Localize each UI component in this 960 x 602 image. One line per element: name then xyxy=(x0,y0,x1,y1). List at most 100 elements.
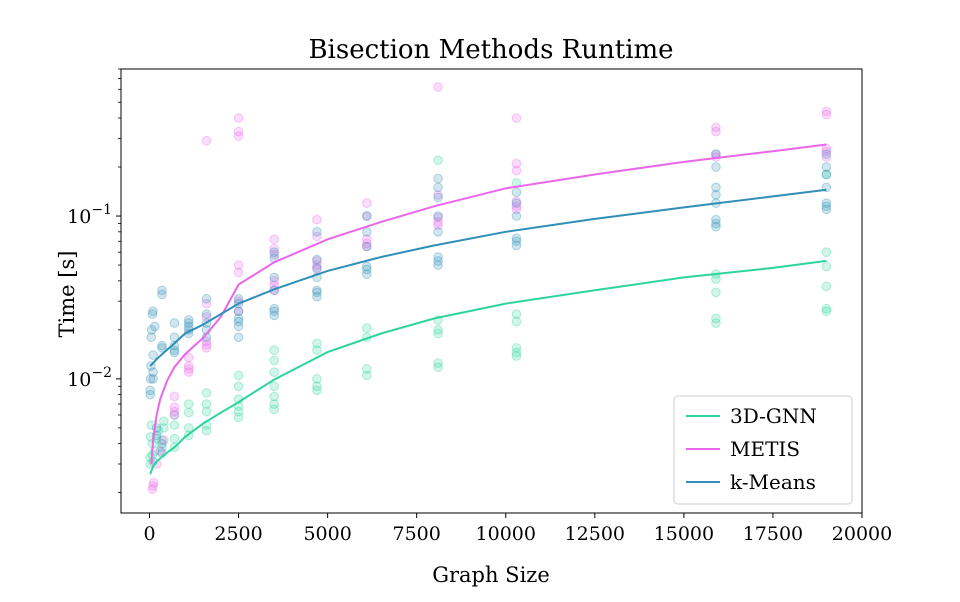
data-point-k-means xyxy=(169,345,180,355)
data-point-metis xyxy=(433,212,443,223)
data-point-metis xyxy=(362,241,372,252)
data-point-k-means xyxy=(269,247,279,257)
data-point-k-means xyxy=(269,272,279,283)
y-tick-label: 10−1 xyxy=(67,202,112,228)
data-point-3d-gnn xyxy=(821,261,832,272)
data-point-metis xyxy=(362,238,372,249)
data-point-3d-gnn xyxy=(201,425,212,436)
data-point-metis xyxy=(148,477,159,488)
series-line-3d-gnn xyxy=(149,259,827,475)
data-point-k-means xyxy=(511,236,522,247)
data-point-metis xyxy=(201,135,212,146)
data-point-k-means xyxy=(821,204,832,215)
data-point-metis xyxy=(312,214,322,225)
data-point-metis xyxy=(233,113,244,123)
data-point-k-means xyxy=(511,187,522,198)
data-point-k-means xyxy=(821,169,832,180)
data-point-k-means xyxy=(169,332,180,343)
data-point-3d-gnn xyxy=(269,391,279,402)
data-point-k-means xyxy=(362,227,372,237)
data-point-k-means xyxy=(312,254,322,265)
data-point-3d-gnn xyxy=(511,309,522,319)
data-point-k-means xyxy=(146,332,157,343)
data-point-k-means xyxy=(711,221,721,232)
data-point-k-means xyxy=(233,316,244,327)
data-point-3d-gnn xyxy=(201,406,212,417)
data-point-3d-gnn xyxy=(511,343,522,353)
data-point-metis xyxy=(821,146,832,157)
data-point-k-means xyxy=(157,285,167,296)
data-point-3d-gnn xyxy=(269,345,279,355)
series-line-k-means xyxy=(149,188,827,367)
data-point-metis xyxy=(821,109,832,120)
data-point-k-means xyxy=(201,294,212,304)
data-point-metis xyxy=(821,152,832,162)
data-point-3d-gnn xyxy=(158,423,169,433)
data-point-k-means xyxy=(269,306,279,317)
data-point-3d-gnn xyxy=(233,370,244,381)
x-tick-label: 5000 xyxy=(303,523,351,545)
data-point-metis xyxy=(511,196,522,207)
x-tick-label: 17500 xyxy=(743,523,803,545)
data-point-metis xyxy=(147,484,158,495)
data-point-3d-gnn xyxy=(433,325,443,335)
data-point-3d-gnn xyxy=(821,281,832,292)
data-point-3d-gnn xyxy=(169,433,180,444)
data-point-3d-gnn xyxy=(821,247,832,257)
plot-frame xyxy=(120,68,863,514)
data-point-metis xyxy=(511,113,522,123)
data-point-metis xyxy=(169,402,180,412)
data-point-k-means xyxy=(362,269,372,279)
data-point-3d-gnn xyxy=(269,355,279,366)
data-point-k-means xyxy=(146,325,157,335)
data-point-metis xyxy=(233,126,244,137)
data-point-k-means xyxy=(147,309,158,319)
data-point-metis xyxy=(312,256,322,266)
data-point-k-means xyxy=(362,264,372,275)
data-point-3d-gnn xyxy=(183,423,194,433)
y-tick-base: 10 xyxy=(67,206,91,228)
x-tick-label: 15000 xyxy=(654,523,714,545)
y-axis-label: Time [s] xyxy=(55,251,79,338)
data-point-3d-gnn xyxy=(711,318,721,328)
data-point-metis xyxy=(511,201,522,211)
data-point-3d-gnn xyxy=(711,313,721,324)
data-point-metis xyxy=(511,204,522,215)
data-point-3d-gnn xyxy=(233,406,244,417)
data-point-k-means xyxy=(433,192,443,203)
data-point-k-means xyxy=(169,347,180,358)
x-tick-label: 7500 xyxy=(393,523,441,545)
data-point-k-means xyxy=(433,173,443,184)
data-point-k-means xyxy=(157,289,167,300)
axis-ticks: 0 2500 5000 7500 10000 12500 15000 17500 20000 10… xyxy=(67,68,892,545)
data-point-metis xyxy=(362,211,372,221)
data-point-metis xyxy=(201,298,212,309)
data-point-3d-gnn xyxy=(183,399,194,409)
x-axis-label: Graph Size xyxy=(432,563,550,587)
data-point-metis xyxy=(362,234,372,245)
data-point-k-means xyxy=(312,287,322,298)
data-point-3d-gnn xyxy=(169,420,180,430)
data-point-3d-gnn xyxy=(157,435,167,445)
data-point-k-means xyxy=(312,291,322,302)
y-tick-label: 10−2 xyxy=(67,365,112,391)
data-point-3d-gnn xyxy=(362,323,372,333)
data-point-3d-gnn xyxy=(269,399,279,409)
data-point-3d-gnn xyxy=(312,385,322,396)
data-point-3d-gnn xyxy=(433,155,443,166)
data-point-metis xyxy=(201,339,212,350)
data-point-k-means xyxy=(711,218,721,229)
y-tick-exponent: −1 xyxy=(91,202,112,218)
data-point-3d-gnn xyxy=(433,362,443,372)
x-tick-label: 0 xyxy=(143,523,155,545)
x-tick-label: 12500 xyxy=(565,523,625,545)
data-point-k-means xyxy=(433,227,443,237)
data-point-k-means xyxy=(233,332,244,343)
data-point-metis xyxy=(433,82,443,92)
data-point-3d-gnn xyxy=(312,345,322,355)
data-point-3d-gnn xyxy=(711,287,721,298)
data-point-metis xyxy=(158,435,169,445)
y-tick-exponent: −2 xyxy=(91,365,112,381)
data-point-k-means xyxy=(433,182,443,193)
